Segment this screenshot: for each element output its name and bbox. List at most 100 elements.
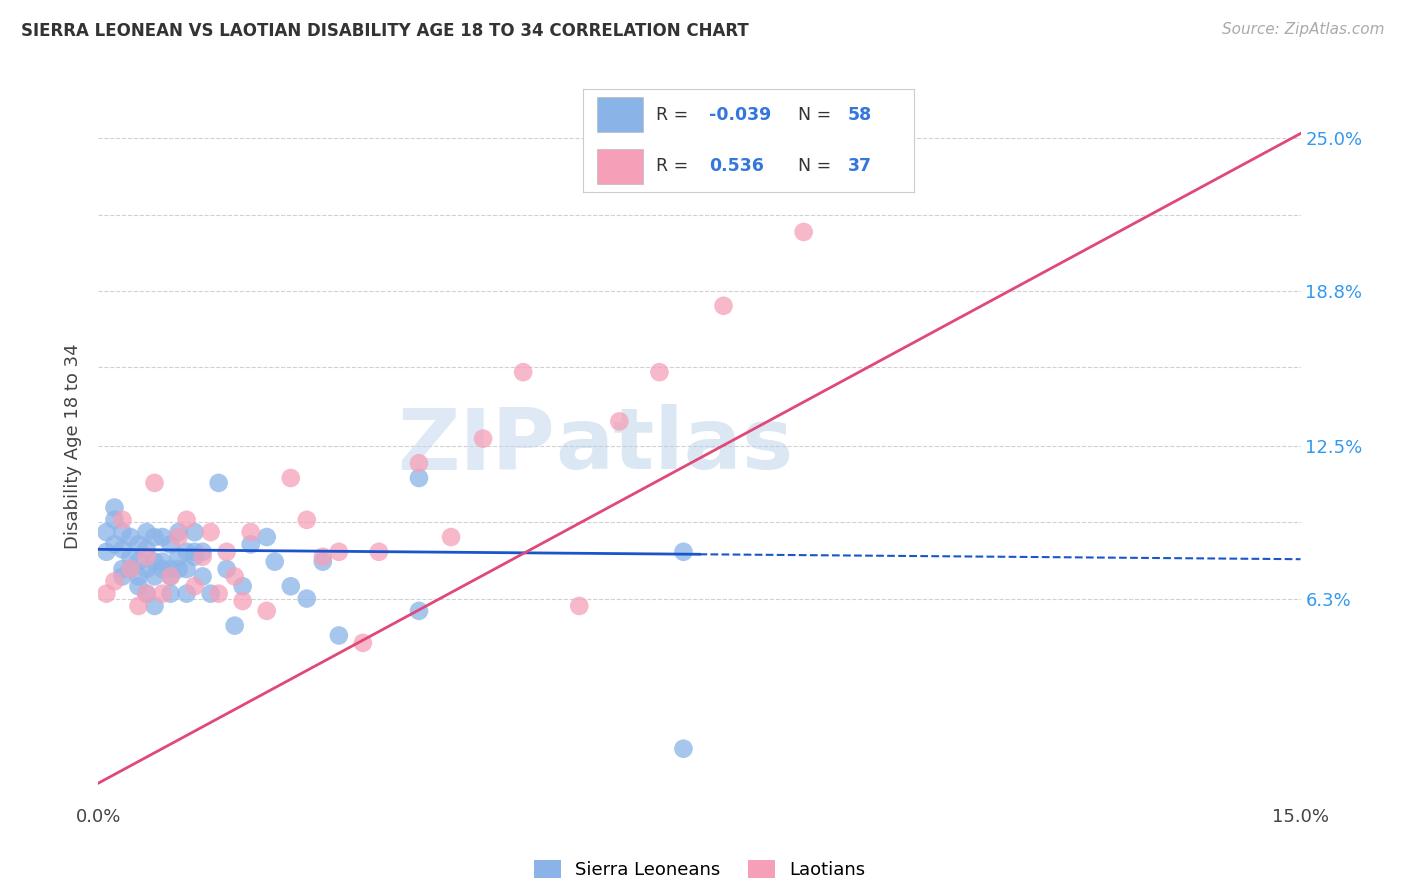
Point bbox=[183, 579, 205, 593]
Point bbox=[111, 513, 134, 527]
Point bbox=[239, 537, 262, 551]
Point bbox=[191, 569, 214, 583]
Point bbox=[143, 569, 166, 583]
Point bbox=[135, 587, 157, 601]
Point bbox=[368, 545, 391, 559]
Point bbox=[111, 562, 134, 576]
Point bbox=[143, 530, 166, 544]
Point bbox=[672, 741, 695, 756]
Point bbox=[472, 432, 495, 446]
Point bbox=[128, 537, 150, 551]
Point bbox=[208, 587, 231, 601]
Point bbox=[224, 618, 246, 632]
Point bbox=[200, 525, 222, 540]
Point bbox=[312, 555, 335, 569]
Point bbox=[96, 587, 118, 601]
Point bbox=[103, 537, 125, 551]
Text: N =: N = bbox=[799, 157, 837, 175]
Point bbox=[152, 530, 174, 544]
Point bbox=[143, 475, 166, 490]
Text: ZIP: ZIP bbox=[398, 404, 555, 488]
Text: N =: N = bbox=[799, 106, 837, 124]
Point bbox=[152, 562, 174, 576]
Point bbox=[120, 562, 142, 576]
Point bbox=[159, 537, 181, 551]
Point bbox=[128, 569, 150, 583]
Point bbox=[609, 414, 631, 428]
Point bbox=[408, 604, 430, 618]
Point bbox=[568, 599, 591, 613]
Text: SIERRA LEONEAN VS LAOTIAN DISABILITY AGE 18 TO 34 CORRELATION CHART: SIERRA LEONEAN VS LAOTIAN DISABILITY AGE… bbox=[21, 22, 749, 40]
Point bbox=[152, 555, 174, 569]
Point bbox=[135, 525, 157, 540]
Point bbox=[408, 471, 430, 485]
Point bbox=[120, 562, 142, 576]
Point bbox=[120, 530, 142, 544]
Text: R =: R = bbox=[657, 157, 699, 175]
Point bbox=[256, 604, 278, 618]
Point bbox=[135, 549, 157, 564]
Point bbox=[96, 525, 118, 540]
Point bbox=[128, 579, 150, 593]
Point bbox=[103, 500, 125, 515]
Text: 58: 58 bbox=[848, 106, 872, 124]
Text: 0.536: 0.536 bbox=[709, 157, 763, 175]
Point bbox=[295, 513, 318, 527]
Text: 37: 37 bbox=[848, 157, 872, 175]
Point bbox=[312, 549, 335, 564]
Point bbox=[103, 513, 125, 527]
Text: R =: R = bbox=[657, 106, 695, 124]
Point bbox=[167, 525, 190, 540]
Point bbox=[352, 636, 374, 650]
Point bbox=[232, 579, 254, 593]
Point bbox=[111, 569, 134, 583]
Point bbox=[512, 365, 534, 379]
Point bbox=[328, 545, 350, 559]
Point bbox=[183, 549, 205, 564]
FancyBboxPatch shape bbox=[596, 149, 643, 184]
Point bbox=[408, 456, 430, 470]
Text: Source: ZipAtlas.com: Source: ZipAtlas.com bbox=[1222, 22, 1385, 37]
Point bbox=[159, 569, 181, 583]
Point bbox=[135, 562, 157, 576]
Point bbox=[176, 545, 198, 559]
Point bbox=[183, 545, 205, 559]
Point bbox=[167, 562, 190, 576]
Point bbox=[176, 587, 198, 601]
Point bbox=[440, 530, 463, 544]
Legend: Sierra Leoneans, Laotians: Sierra Leoneans, Laotians bbox=[526, 853, 873, 887]
Text: -0.039: -0.039 bbox=[709, 106, 772, 124]
Point bbox=[280, 471, 302, 485]
Point bbox=[713, 299, 735, 313]
Point bbox=[143, 555, 166, 569]
Point bbox=[128, 599, 150, 613]
Point bbox=[215, 562, 238, 576]
Point bbox=[648, 365, 671, 379]
Point bbox=[176, 513, 198, 527]
Point bbox=[280, 579, 302, 593]
Point bbox=[256, 530, 278, 544]
Point bbox=[103, 574, 125, 589]
Point bbox=[167, 549, 190, 564]
Point bbox=[232, 594, 254, 608]
Point bbox=[215, 545, 238, 559]
Point bbox=[191, 545, 214, 559]
Point bbox=[224, 569, 246, 583]
Point bbox=[200, 587, 222, 601]
Point bbox=[191, 549, 214, 564]
Point bbox=[128, 555, 150, 569]
Point bbox=[159, 569, 181, 583]
Point bbox=[328, 628, 350, 642]
Point bbox=[263, 555, 285, 569]
Point bbox=[208, 475, 231, 490]
Point bbox=[143, 599, 166, 613]
Point bbox=[889, 136, 911, 151]
Point bbox=[239, 525, 262, 540]
Point bbox=[120, 549, 142, 564]
FancyBboxPatch shape bbox=[596, 97, 643, 132]
Point bbox=[183, 525, 205, 540]
Point bbox=[111, 542, 134, 557]
Point bbox=[167, 530, 190, 544]
Point bbox=[135, 587, 157, 601]
Point bbox=[672, 545, 695, 559]
